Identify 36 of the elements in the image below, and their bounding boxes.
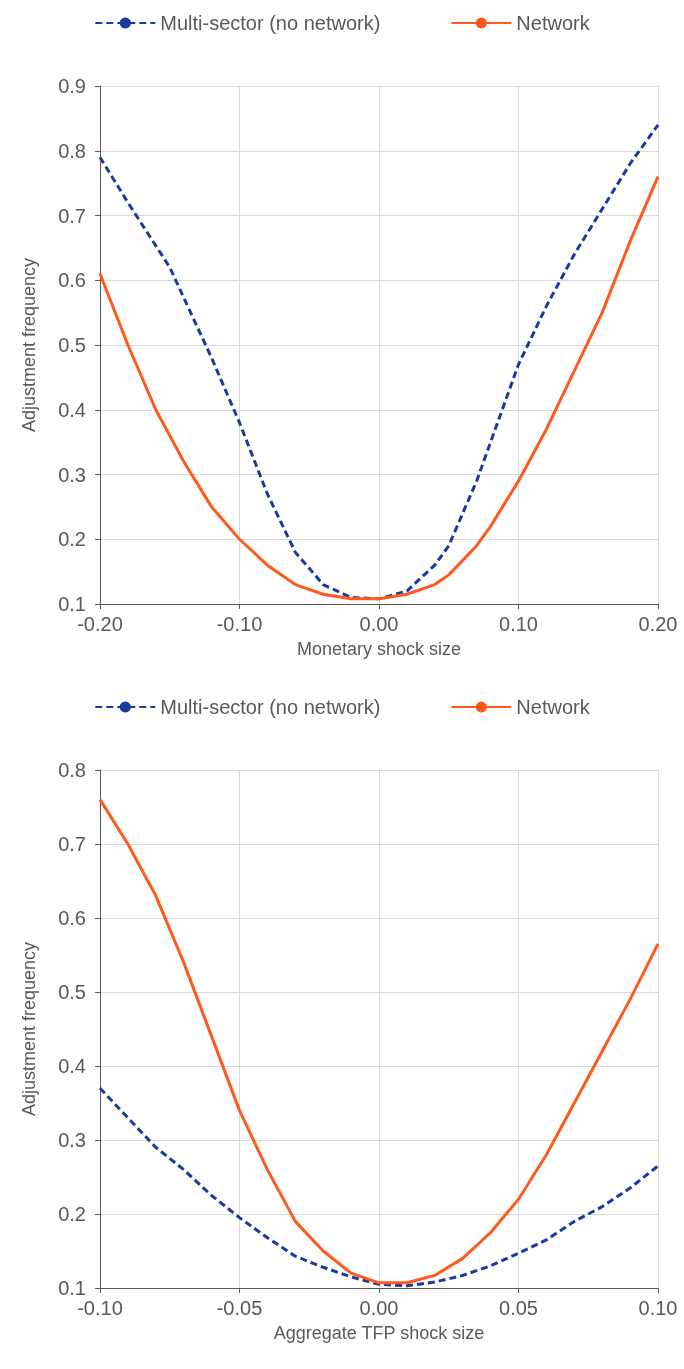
y-tick-label: 0.7 xyxy=(58,204,86,227)
y-tick-label: 0.4 xyxy=(58,1055,86,1077)
y-tick-label: 0.5 xyxy=(58,981,86,1003)
y-tick-label: 0.8 xyxy=(58,139,86,162)
x-axis-title: Aggregate TFP shock size xyxy=(273,1323,485,1343)
y-tick-label: 0.8 xyxy=(58,759,86,781)
legend-label: Network xyxy=(516,12,591,34)
y-tick-label: 0.3 xyxy=(58,1129,86,1151)
y-tick-label: 0.6 xyxy=(58,907,86,929)
y-tick-label: 0.3 xyxy=(58,463,86,486)
x-tick-label: -0.05 xyxy=(216,1297,263,1319)
legend-label: Multi-sector (no network) xyxy=(160,696,381,718)
x-tick-label: 0.00 xyxy=(359,613,399,635)
x-tick-label: 0.10 xyxy=(638,1297,678,1319)
x-tick-label: -0.10 xyxy=(77,1297,123,1319)
x-tick-label: 0.10 xyxy=(499,613,538,635)
x-tick-label: 0.00 xyxy=(359,1297,399,1319)
legend-label: Multi-sector (no network) xyxy=(160,12,381,34)
y-tick-label: 0.1 xyxy=(58,1277,86,1299)
x-axis-title: Monetary shock size xyxy=(296,639,462,659)
x-tick-label: 0.20 xyxy=(638,613,678,635)
y-tick-label: 0.2 xyxy=(58,1203,86,1225)
x-tick-label: -0.20 xyxy=(77,613,123,635)
y-tick-label: 0.4 xyxy=(58,398,86,421)
y-tick-label: 0.9 xyxy=(58,75,86,97)
y-tick-label: 0.5 xyxy=(58,334,86,356)
y-tick-label: 0.7 xyxy=(58,833,86,855)
y-tick-label: 0.1 xyxy=(58,593,86,615)
y-axis-title: Adjustment frequency xyxy=(19,941,39,1117)
x-tick-label: 0.05 xyxy=(499,1297,538,1319)
y-axis-title: Adjustment frequency xyxy=(19,257,39,433)
legend-label: Network xyxy=(516,696,591,718)
line-series xyxy=(98,798,660,1285)
x-tick-label: -0.10 xyxy=(216,613,263,635)
y-tick-label: 0.6 xyxy=(58,269,86,292)
y-tick-label: 0.2 xyxy=(58,528,86,551)
